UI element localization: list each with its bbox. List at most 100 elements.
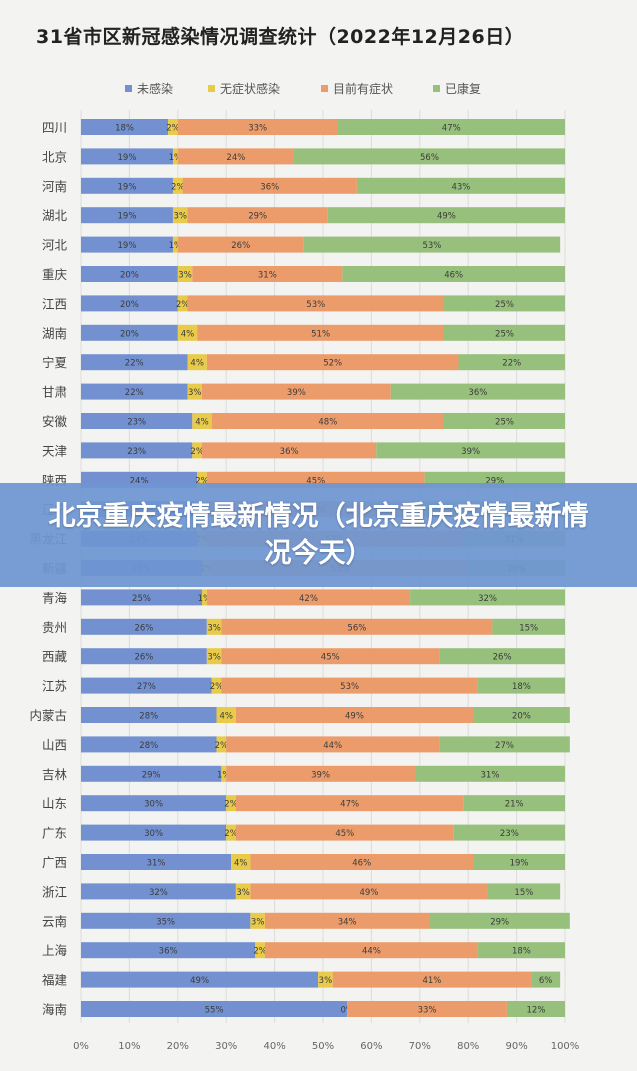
bar-segment bbox=[453, 824, 565, 841]
data-label: 48% bbox=[318, 418, 337, 428]
data-label: 24% bbox=[130, 476, 149, 486]
data-label: 23% bbox=[500, 829, 519, 839]
legend-label: 已康复 bbox=[445, 82, 482, 96]
bar-segment bbox=[81, 177, 173, 194]
bar-segment bbox=[81, 883, 236, 900]
data-label: 31% bbox=[481, 770, 500, 780]
bar-segment bbox=[439, 648, 565, 665]
bar-segment bbox=[187, 295, 445, 312]
bar-segment bbox=[235, 824, 454, 841]
x-tick-label: 90% bbox=[505, 1041, 527, 1052]
data-label: 51% bbox=[311, 329, 330, 339]
bar-segment bbox=[231, 854, 251, 870]
bar-segment bbox=[444, 324, 565, 341]
category-label: 湖北 bbox=[42, 208, 68, 223]
data-label: 19% bbox=[118, 241, 137, 251]
data-label: 31% bbox=[258, 271, 277, 281]
x-tick-label: 50% bbox=[312, 1041, 334, 1052]
legend-label: 目前有症状 bbox=[333, 82, 394, 96]
data-label: 24% bbox=[226, 153, 245, 163]
x-tick-label: 10% bbox=[118, 1041, 140, 1052]
data-label: 32% bbox=[149, 888, 168, 898]
category-label: 重庆 bbox=[42, 267, 68, 282]
x-tick-label: 60% bbox=[360, 1041, 382, 1052]
category-label: 上海 bbox=[42, 943, 68, 958]
bar-segment bbox=[81, 266, 178, 282]
data-label: 3% bbox=[251, 917, 265, 927]
category-label: 吉林 bbox=[42, 767, 68, 782]
data-label: 44% bbox=[323, 741, 342, 751]
data-label: 28% bbox=[139, 741, 158, 751]
data-label: 49% bbox=[345, 712, 364, 722]
category-label: 山东 bbox=[42, 796, 67, 811]
bar-segment bbox=[81, 413, 193, 429]
data-label: 45% bbox=[321, 653, 340, 663]
data-label: 2% bbox=[176, 300, 190, 310]
bar-segment bbox=[414, 765, 565, 782]
data-label: 56% bbox=[420, 153, 439, 163]
data-label: 29% bbox=[485, 476, 504, 486]
bar-segment bbox=[463, 795, 565, 812]
data-label: 2% bbox=[215, 741, 229, 751]
data-label: 18% bbox=[512, 682, 531, 692]
data-label: 28% bbox=[139, 712, 158, 722]
bar-segment bbox=[81, 942, 256, 959]
bar-segment bbox=[81, 295, 178, 312]
bar-segment bbox=[221, 648, 440, 665]
chart-title: 31省市区新冠感染情况调查统计（2022年12月26日） bbox=[36, 26, 525, 48]
bar-segment bbox=[410, 589, 565, 606]
data-label: 15% bbox=[519, 623, 538, 633]
bar-segment bbox=[202, 383, 391, 400]
category-label: 福建 bbox=[42, 973, 68, 988]
data-label: 46% bbox=[352, 859, 371, 869]
bar-segment bbox=[221, 618, 493, 635]
category-label: 北京 bbox=[42, 149, 67, 164]
bar-segment bbox=[187, 207, 328, 224]
bar-segment bbox=[332, 971, 532, 988]
data-label: 53% bbox=[422, 241, 441, 251]
bar-segment bbox=[81, 824, 227, 841]
bar-segment bbox=[376, 442, 565, 459]
data-label: 3% bbox=[178, 271, 192, 281]
bar-segment bbox=[506, 1001, 565, 1017]
bar-segment bbox=[81, 207, 173, 224]
legend-item: 未感染 bbox=[125, 80, 173, 97]
bar-segment bbox=[250, 883, 488, 900]
data-label: 43% bbox=[451, 182, 470, 192]
bar-segment bbox=[487, 883, 561, 900]
data-label: 2% bbox=[171, 182, 185, 192]
bar-segment bbox=[444, 295, 565, 312]
bar-segment bbox=[81, 236, 173, 253]
bar-segment bbox=[473, 707, 570, 723]
category-label: 青海 bbox=[42, 590, 68, 605]
data-label: 25% bbox=[495, 418, 514, 428]
data-label: 47% bbox=[340, 800, 359, 810]
data-label: 49% bbox=[360, 888, 379, 898]
bar-segment bbox=[477, 942, 565, 959]
data-label: 53% bbox=[340, 682, 359, 692]
bar-segment bbox=[342, 266, 565, 282]
bar-segment bbox=[81, 383, 188, 400]
bar-segment bbox=[235, 795, 464, 812]
bar-segment bbox=[221, 765, 227, 782]
data-label: 20% bbox=[512, 712, 531, 722]
category-label: 江苏 bbox=[42, 679, 67, 694]
data-label: 47% bbox=[442, 124, 461, 134]
bar-segment bbox=[206, 618, 222, 635]
data-label: 20% bbox=[120, 271, 139, 281]
bar-segment bbox=[250, 912, 265, 929]
category-label: 宁夏 bbox=[42, 355, 68, 370]
bar-segment bbox=[172, 236, 178, 253]
bar-segment bbox=[347, 1001, 507, 1017]
bar-segment bbox=[81, 677, 212, 694]
data-label: 4% bbox=[181, 329, 195, 339]
data-label: 2% bbox=[210, 682, 224, 692]
category-label: 浙江 bbox=[42, 884, 67, 899]
data-label: 6% bbox=[539, 976, 553, 986]
bar-segment bbox=[182, 177, 357, 194]
data-label: 19% bbox=[118, 212, 137, 222]
bar-segment bbox=[458, 354, 565, 371]
data-label: 39% bbox=[461, 447, 480, 457]
legend-swatch bbox=[208, 85, 215, 92]
bar-segment bbox=[264, 942, 478, 959]
